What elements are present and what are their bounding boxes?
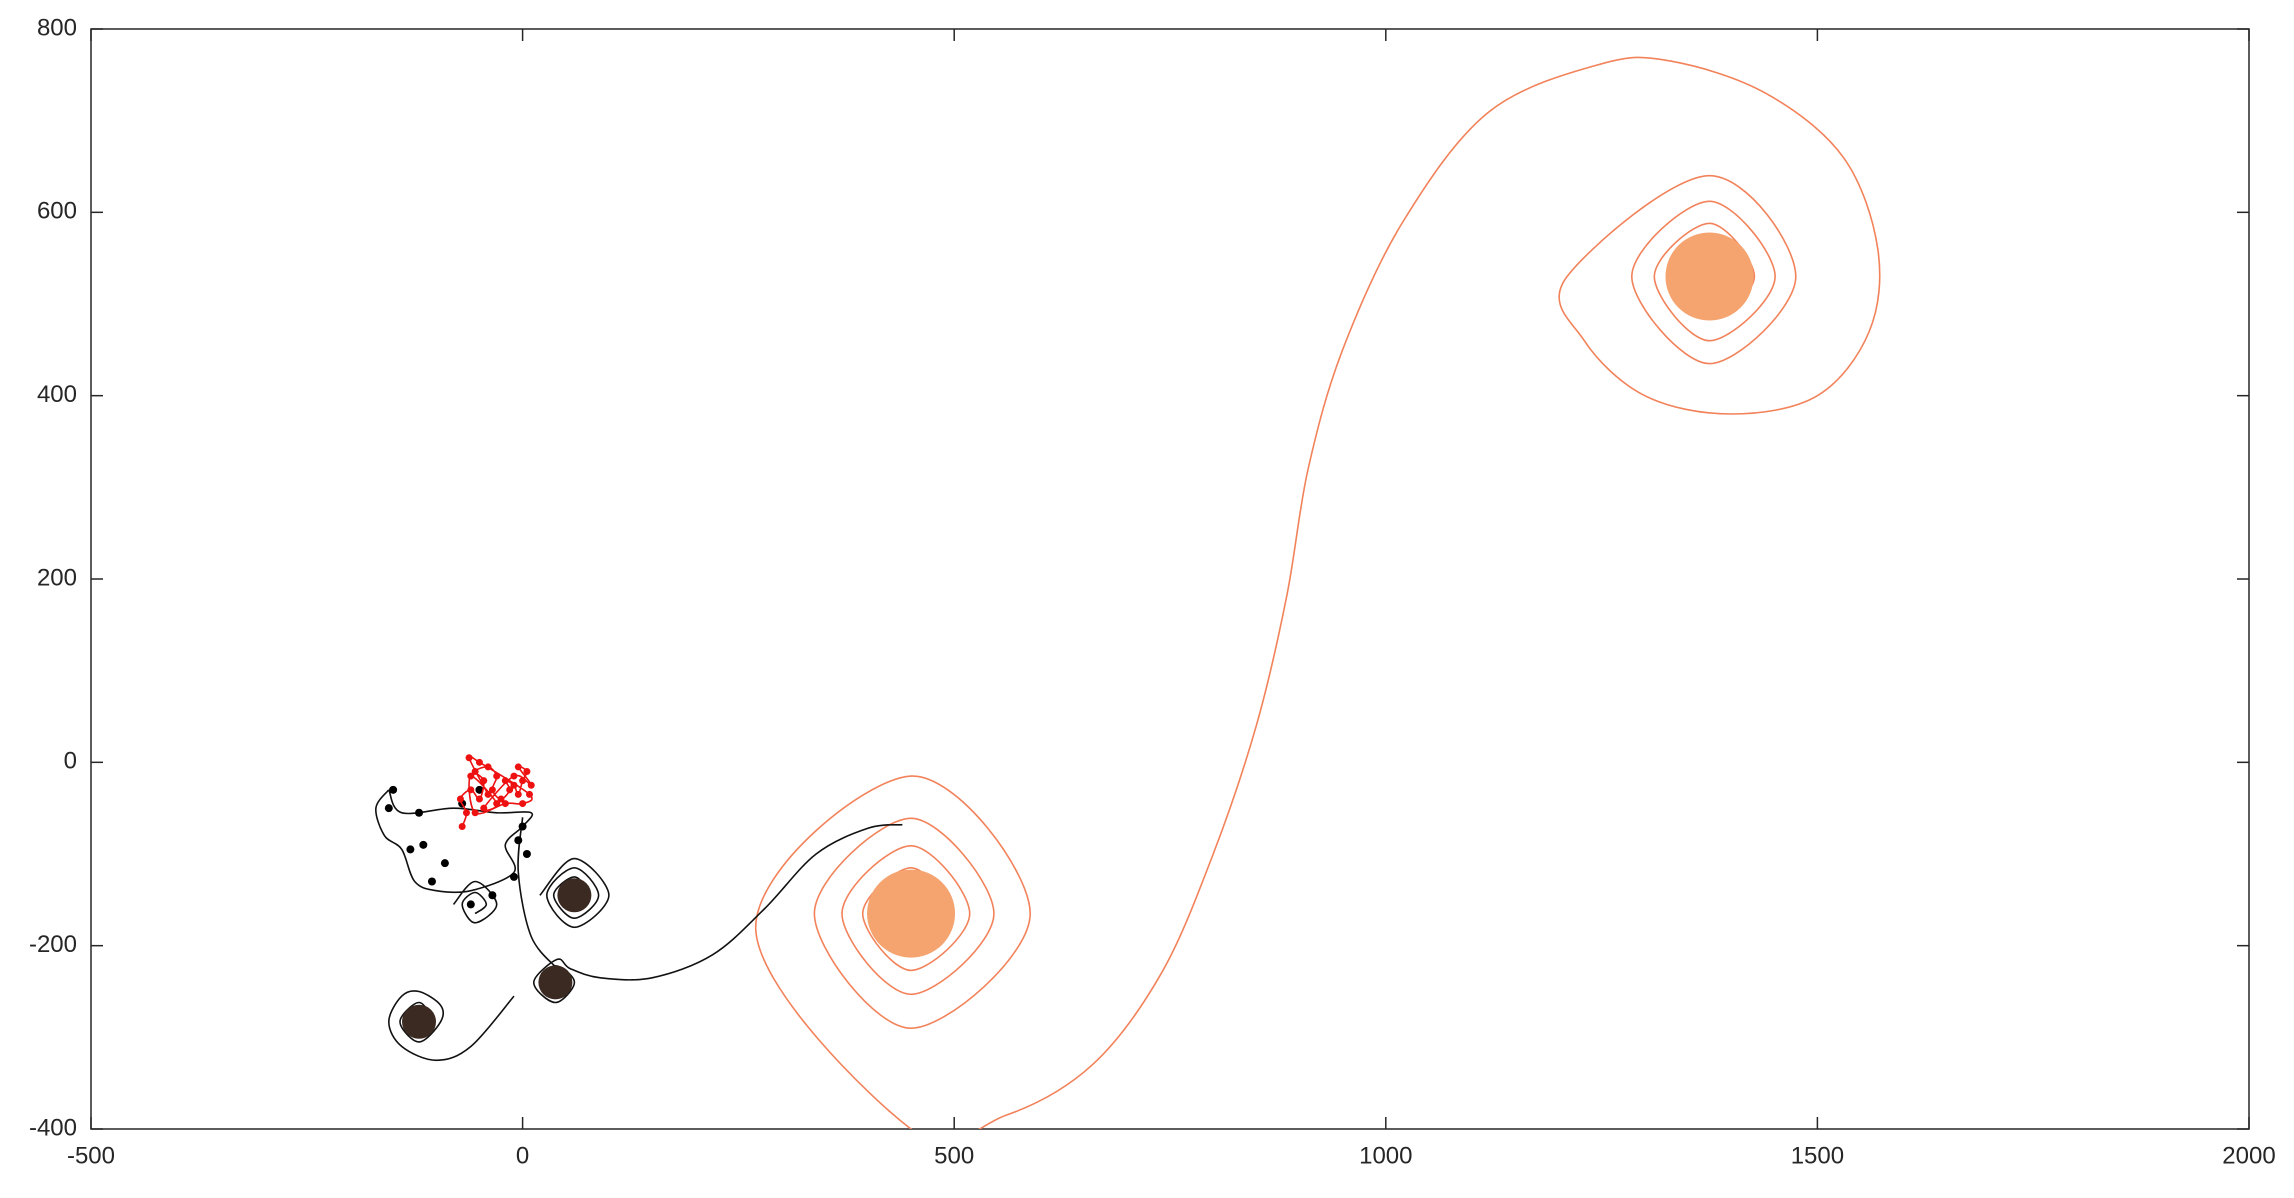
data-point <box>475 785 484 794</box>
data-point <box>484 763 492 771</box>
data-point <box>484 790 492 798</box>
data-point <box>488 891 497 900</box>
data-point <box>467 786 475 794</box>
y-tick-label: 800 <box>37 14 77 41</box>
plot-area <box>375 56 1881 1129</box>
y-tick-label: 0 <box>64 748 77 775</box>
data-point <box>384 804 393 813</box>
data-point <box>467 772 475 780</box>
data-point <box>406 845 415 854</box>
x-tick-label: 2000 <box>2222 1142 2275 1169</box>
data-point <box>506 786 514 794</box>
data-point <box>456 795 464 803</box>
data-point <box>480 804 488 812</box>
x-tick-label: 1000 <box>1359 1142 1412 1169</box>
y-tick-label: 200 <box>37 564 77 591</box>
data-point <box>867 869 956 958</box>
series-line <box>375 789 903 1062</box>
data-point <box>510 772 518 780</box>
data-point <box>466 900 475 909</box>
data-point <box>488 786 496 794</box>
data-point <box>497 795 505 803</box>
data-point <box>557 878 592 913</box>
data-point <box>526 790 534 798</box>
data-point <box>440 859 449 868</box>
data-point <box>471 768 479 775</box>
data-point <box>465 754 473 762</box>
data-point <box>519 800 527 808</box>
data-point <box>538 965 573 1000</box>
data-point <box>427 877 436 886</box>
data-point <box>1665 232 1754 321</box>
data-point <box>480 777 488 785</box>
data-point <box>389 785 398 794</box>
data-point <box>501 800 509 808</box>
data-point <box>471 809 479 817</box>
data-point <box>402 1004 437 1039</box>
data-point <box>519 777 527 785</box>
x-tick-label: 0 <box>516 1142 529 1169</box>
data-point <box>419 840 428 849</box>
data-point <box>493 772 501 780</box>
data-point <box>522 850 531 858</box>
data-point <box>514 836 523 845</box>
y-tick-label: -400 <box>29 1114 77 1141</box>
x-tick-label: 1500 <box>1791 1142 1844 1169</box>
x-tick-label: 500 <box>934 1142 974 1169</box>
data-point <box>475 795 483 803</box>
y-tick-label: -200 <box>29 931 77 958</box>
plot-frame <box>90 28 2250 1130</box>
data-point <box>523 768 531 775</box>
y-tick-label: 400 <box>37 381 77 408</box>
y-tick-label: 600 <box>37 198 77 225</box>
data-point <box>415 808 424 817</box>
x-tick-label: -500 <box>67 1142 115 1169</box>
data-point <box>458 823 466 830</box>
series-line <box>754 56 1881 1129</box>
data-point <box>510 781 518 789</box>
data-point <box>475 758 483 766</box>
data-point <box>514 763 522 771</box>
data-point <box>462 809 470 817</box>
data-point <box>527 781 535 789</box>
data-point <box>518 822 527 831</box>
data-point <box>501 777 509 785</box>
data-point <box>509 872 518 881</box>
data-point <box>514 790 522 798</box>
data-point <box>493 800 501 808</box>
